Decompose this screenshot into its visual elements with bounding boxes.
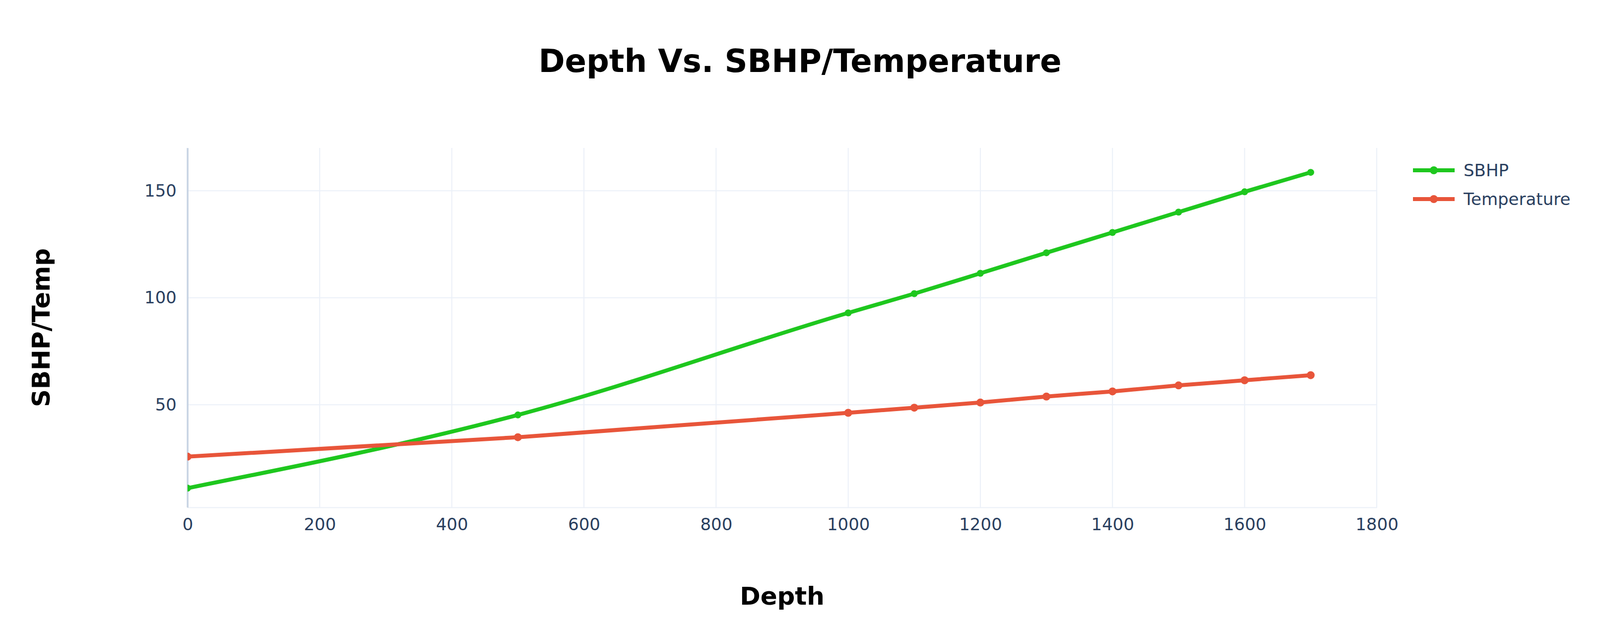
x-tick-label: 1600 (1223, 513, 1267, 534)
legend-marker (1429, 194, 1438, 203)
grid-line (319, 147, 320, 508)
x-tick: 200 (303, 507, 336, 534)
series-point (1174, 381, 1183, 389)
grid-line (979, 147, 981, 508)
legend-label: SBHP (1463, 160, 1509, 181)
y-tick-label: 100 (144, 287, 177, 308)
grid (187, 147, 1377, 508)
grid-line (715, 147, 717, 508)
x-tick: 600 (568, 507, 601, 534)
x-axis-line (188, 507, 1378, 509)
series-point (1042, 392, 1051, 401)
chart: 0 200 400 600 800 1000 1200 1400 1600 1800 50 100 15… (0, 0, 1600, 630)
title: Depth Vs. SBHP/Temperature (538, 42, 1062, 80)
series-group (187, 168, 1315, 492)
series-line (187, 375, 1311, 457)
series-point (1108, 386, 1117, 395)
series-point (910, 289, 918, 297)
x-tick: 1400 (1091, 507, 1135, 534)
legend-item: SBHP (1412, 160, 1509, 181)
grid-line (187, 190, 1377, 192)
x-axis-title: Depth (739, 581, 825, 611)
x-tick-label: 1000 (827, 513, 871, 534)
series-point (1042, 249, 1050, 256)
x-axis: 0 200 400 600 800 1000 1200 1400 1600 1800 (182, 507, 1399, 534)
series-point (187, 484, 192, 492)
y-tick: 100 (144, 287, 188, 308)
series-point (1241, 188, 1249, 195)
grid-line (187, 297, 1377, 299)
series-point (1240, 376, 1249, 384)
grid-line (1244, 147, 1246, 508)
x-tick: 400 (436, 507, 469, 534)
x-tick-label: 1200 (959, 513, 1003, 534)
series-point (844, 309, 852, 317)
series-point (1108, 228, 1116, 236)
x-tick: 0 (182, 507, 194, 534)
grid-line (187, 403, 1377, 405)
grid-line (1376, 147, 1378, 508)
y-tick: 50 (155, 394, 188, 415)
legend-label: Temperature (1463, 189, 1571, 209)
series-point (513, 433, 522, 442)
y-axis: 50 100 150 (144, 148, 188, 508)
grid-line (847, 147, 849, 508)
y-tick-label: 150 (144, 180, 177, 201)
x-tick-label: 1800 (1355, 513, 1399, 534)
series-point (976, 398, 985, 407)
grid-line (451, 147, 453, 508)
series-point (1306, 371, 1315, 380)
y-tick: 150 (144, 180, 188, 201)
x-tick-label: 600 (568, 513, 601, 534)
grid-line (583, 147, 585, 508)
x-tick-label: 1400 (1091, 513, 1135, 534)
x-tick: 1800 (1355, 507, 1399, 534)
series-point (844, 408, 853, 417)
x-tick: 1200 (959, 507, 1003, 534)
grid-line (1111, 147, 1113, 508)
series-line (187, 172, 1311, 488)
x-tick-label: 400 (436, 513, 469, 534)
series-point (910, 403, 919, 412)
series-point (1175, 208, 1183, 216)
x-tick: 1600 (1223, 507, 1267, 534)
legend-marker (1429, 166, 1438, 175)
x-tick-label: 800 (700, 513, 733, 534)
series-point (976, 269, 984, 277)
x-tick-label: 0 (182, 513, 194, 534)
plot: 0 200 400 600 800 1000 1200 1400 1600 1800 50 100 15… (144, 147, 1399, 534)
y-axis-title: SBHP/Temp (26, 248, 56, 407)
legend-item: Temperature (1412, 189, 1571, 209)
series-point (1307, 168, 1315, 176)
x-tick: 800 (700, 507, 733, 534)
series-point (187, 452, 192, 461)
x-tick: 1000 (827, 507, 871, 534)
y-tick-label: 50 (155, 394, 177, 415)
legend: SBHP Temperature (1412, 160, 1571, 209)
series-point (514, 411, 522, 419)
x-tick-label: 200 (303, 513, 336, 534)
